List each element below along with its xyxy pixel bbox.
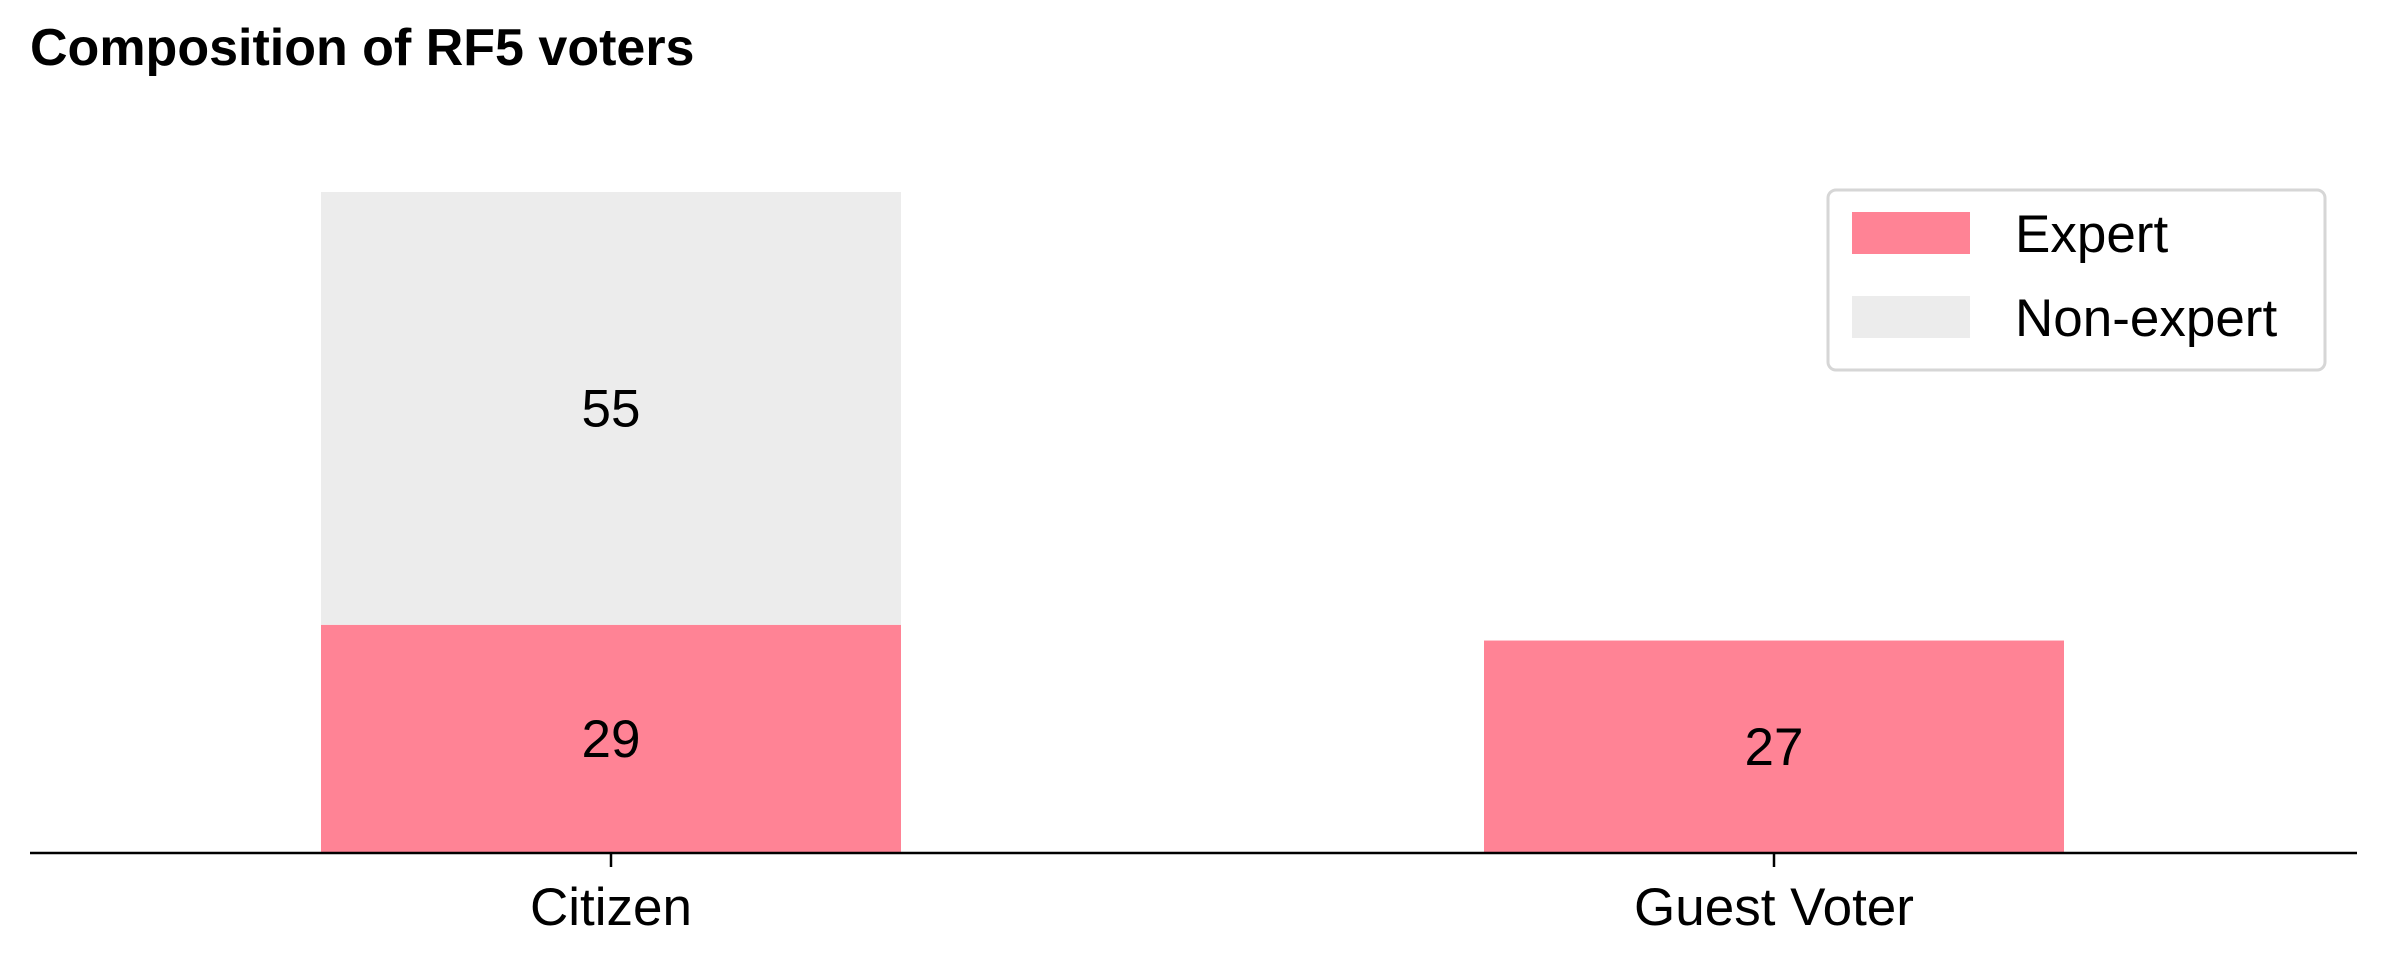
x-tick-label-guest-voter: Guest Voter [1634, 878, 1914, 937]
x-tick-label-citizen: Citizen [530, 878, 692, 937]
data-label-citizen-expert: 29 [582, 710, 641, 769]
bar-guest-voter-expert [1484, 640, 2064, 853]
bars-layer [321, 192, 2064, 853]
legend-swatch-expert [1852, 212, 1970, 254]
legend: Expert Non-expert [1826, 188, 2327, 372]
legend-swatch-non-expert [1852, 296, 1970, 338]
legend-label-non-expert: Non-expert [2015, 289, 2277, 348]
bar-citizen-non-expert [321, 192, 901, 625]
bar-citizen-expert [321, 624, 901, 853]
data-label-guest-voter-expert: 27 [1745, 718, 1804, 777]
data-label-citizen-non-expert: 55 [582, 379, 641, 438]
chart-title: Composition of RF5 voters [30, 19, 695, 77]
x-axis: Citizen Guest Voter [30, 851, 2357, 937]
legend-label-expert: Expert [2015, 205, 2168, 264]
data-labels-layer: 29 55 27 [582, 379, 1804, 776]
